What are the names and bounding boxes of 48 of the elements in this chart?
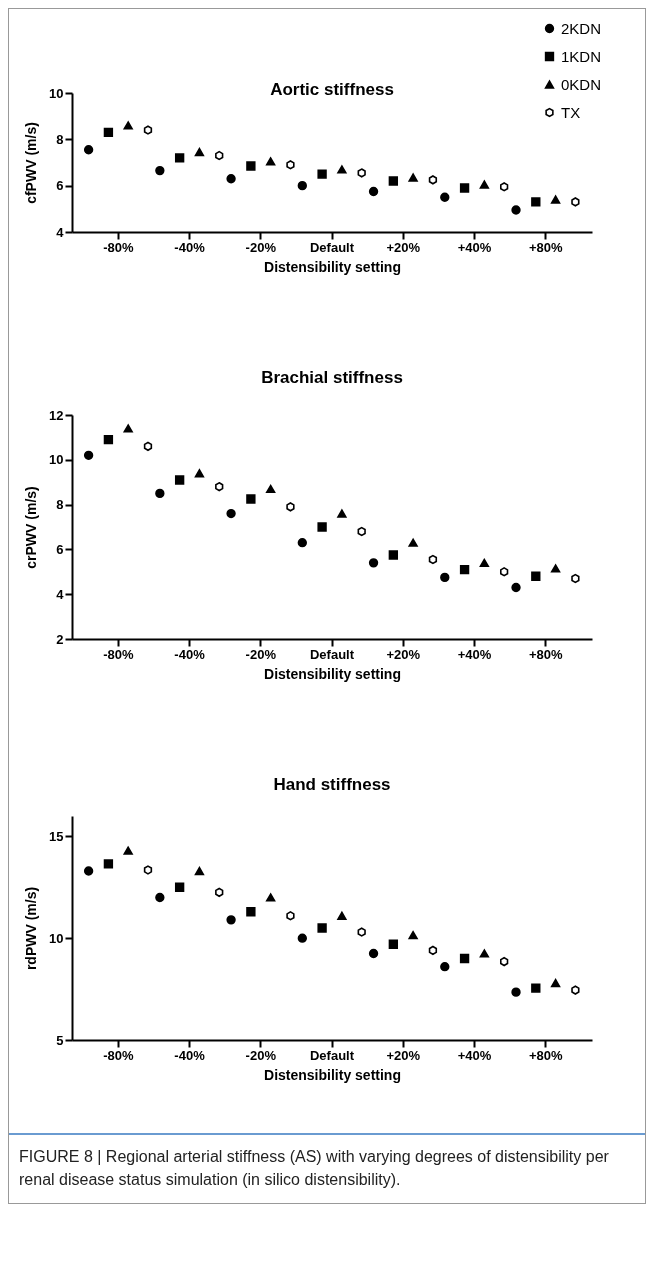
x-tick-label: Default xyxy=(309,1047,355,1063)
x-tick-label: +20% xyxy=(386,239,421,255)
y-tick-label: 10 xyxy=(49,930,64,946)
y-tick-label: 15 xyxy=(49,828,64,844)
x-tick-label: +80% xyxy=(528,1047,563,1063)
x-axis-title: Distensibility setting xyxy=(264,258,401,275)
legend-label: 0KDN xyxy=(561,75,602,93)
x-tick-label: -40% xyxy=(174,646,206,662)
y-axis-title: cfPWV (m/s) xyxy=(23,122,40,204)
y-tick-label: 8 xyxy=(56,497,64,513)
y-tick-label: 12 xyxy=(49,407,64,423)
x-tick-label: +40% xyxy=(457,239,492,255)
y-tick-label: 4 xyxy=(56,224,65,240)
x-tick-label: -20% xyxy=(245,646,277,662)
x-tick-label: +80% xyxy=(528,239,563,255)
y-axis-title: crPWV (m/s) xyxy=(23,486,40,569)
y-axis-title: rdPWV (m/s) xyxy=(23,886,40,971)
caption: FIGURE 8 | Regional arterial stiffness (AS) with varying degrees of distensibility per renal disease status simulation (in silico distensibility). xyxy=(19,1147,610,1191)
x-tick-label: -80% xyxy=(103,1047,134,1063)
y-tick-label: 2 xyxy=(56,631,64,647)
x-tick-label: +40% xyxy=(457,1047,492,1063)
chart-title: Aortic stiffness xyxy=(270,80,394,99)
x-tick-label: -40% xyxy=(174,239,206,255)
x-axis-title: Distensibility setting xyxy=(264,1066,401,1083)
legend-label: TX xyxy=(561,103,581,121)
x-tick-label: -80% xyxy=(103,239,134,255)
x-tick-label: -20% xyxy=(245,239,277,255)
x-tick-label: +20% xyxy=(386,646,421,662)
chart-title: Hand stiffness xyxy=(273,775,391,794)
x-tick-label: +20% xyxy=(386,1047,421,1063)
y-tick-label: 6 xyxy=(56,178,64,194)
x-tick-label: -40% xyxy=(174,1047,206,1063)
chart-title: Brachial stiffness xyxy=(261,368,403,387)
x-tick-label: Default xyxy=(309,646,355,662)
x-tick-label: +80% xyxy=(528,646,563,662)
y-tick-label: 10 xyxy=(49,452,64,468)
y-tick-label: 8 xyxy=(56,131,64,147)
y-tick-label: 6 xyxy=(56,541,64,557)
legend-label: 2KDN xyxy=(561,19,602,37)
legend-label: 1KDN xyxy=(561,47,602,65)
x-tick-label: Default xyxy=(309,239,355,255)
y-tick-label: 5 xyxy=(56,1032,64,1048)
x-tick-label: -80% xyxy=(103,646,134,662)
x-tick-label: +40% xyxy=(457,646,492,662)
y-tick-label: 4 xyxy=(56,586,65,602)
x-axis-title: Distensibility setting xyxy=(264,665,401,682)
y-tick-label: 10 xyxy=(49,85,64,101)
x-tick-label: -20% xyxy=(245,1047,277,1063)
